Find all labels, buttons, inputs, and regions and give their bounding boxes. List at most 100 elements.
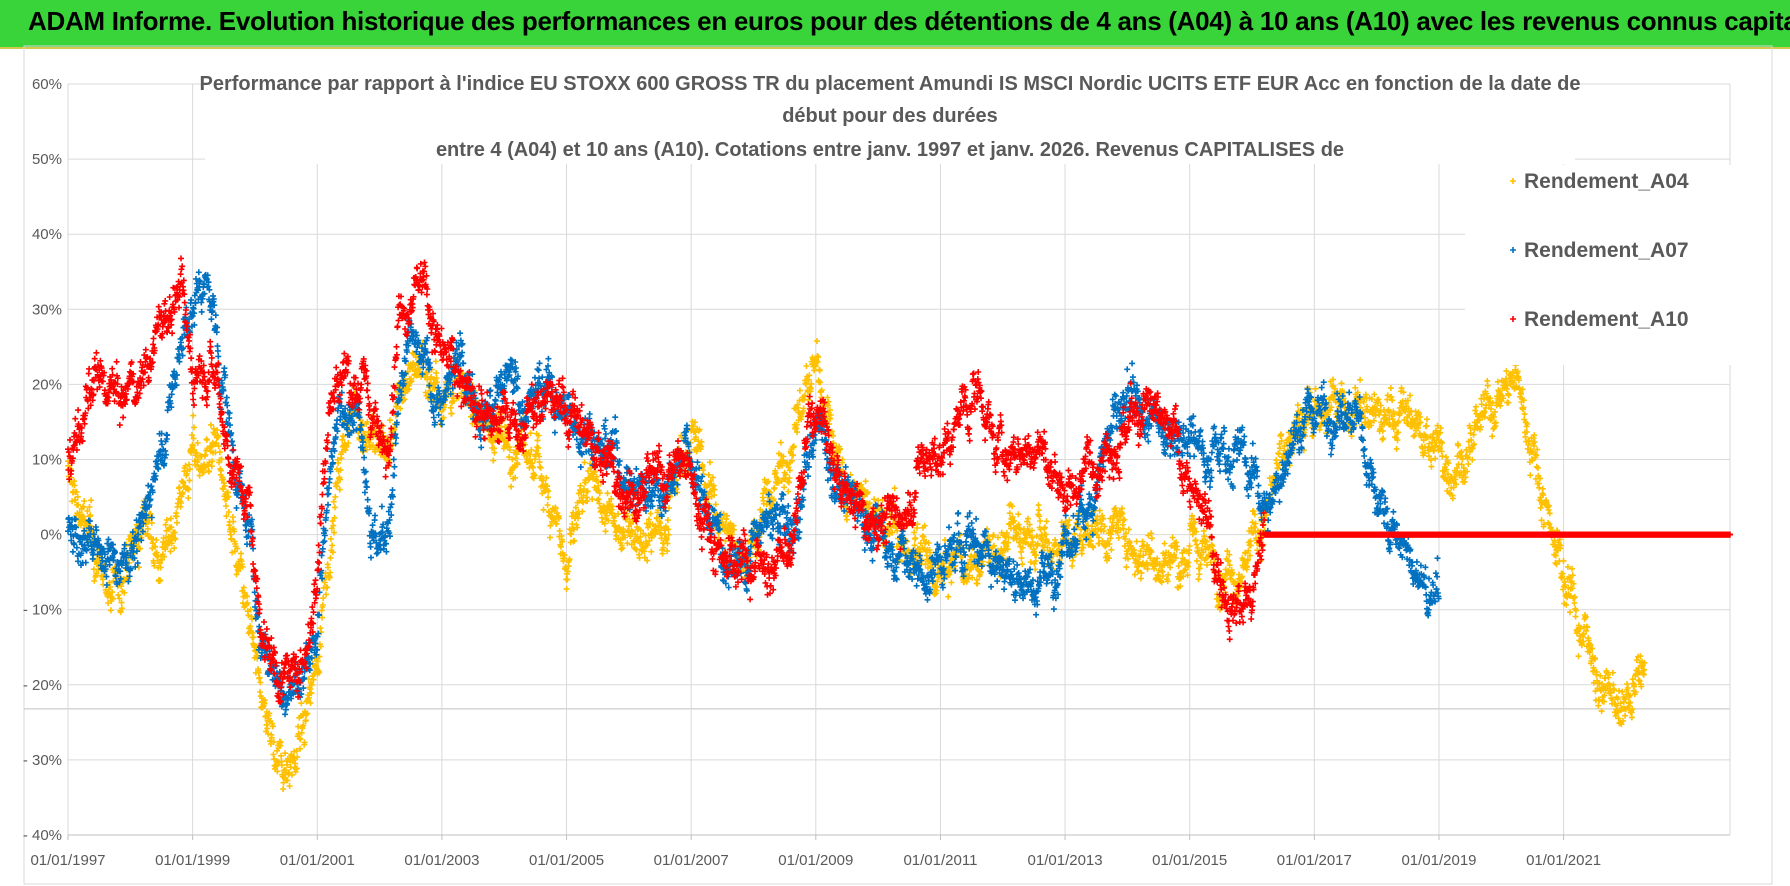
data-point xyxy=(594,497,601,504)
data-point xyxy=(1037,518,1044,524)
x-tick-label: 01/01/2007 xyxy=(654,852,729,869)
data-point xyxy=(1312,385,1319,392)
data-point xyxy=(87,512,94,519)
data-point xyxy=(578,489,585,496)
data-point xyxy=(171,529,178,536)
y-tick-label: 40% xyxy=(32,226,62,243)
data-point xyxy=(408,378,415,385)
data-point xyxy=(448,410,455,417)
data-point xyxy=(508,483,515,490)
x-tick-label: 01/01/2003 xyxy=(404,852,479,869)
data-point xyxy=(1393,445,1400,452)
data-point xyxy=(1546,510,1553,517)
plot-area-border xyxy=(23,45,1773,885)
data-point xyxy=(335,459,342,466)
data-point xyxy=(336,486,343,493)
data-point xyxy=(558,543,564,550)
data-point xyxy=(223,394,230,401)
data-point xyxy=(627,533,634,540)
data-point xyxy=(512,455,519,462)
data-point xyxy=(116,595,123,602)
data-point xyxy=(294,754,301,761)
data-point xyxy=(220,486,227,493)
data-point xyxy=(1395,429,1402,436)
data-point xyxy=(638,539,645,546)
data-point xyxy=(162,546,169,553)
data-point xyxy=(527,430,534,437)
data-point xyxy=(107,607,114,614)
data-point xyxy=(215,433,222,440)
data-point xyxy=(185,486,192,493)
data-point xyxy=(440,414,447,421)
data-point xyxy=(565,563,572,570)
data-point xyxy=(297,736,304,743)
data-point xyxy=(109,589,116,596)
data-point xyxy=(208,316,215,323)
data-point xyxy=(157,564,164,571)
data-point xyxy=(192,462,199,469)
data-point xyxy=(81,498,88,504)
data-point xyxy=(664,540,671,547)
data-point xyxy=(1575,653,1582,660)
data-point xyxy=(317,625,324,632)
data-point xyxy=(1424,416,1430,423)
data-point xyxy=(182,462,189,469)
data-point xyxy=(240,584,247,591)
data-point xyxy=(1250,508,1257,515)
data-point xyxy=(594,478,600,484)
data-point xyxy=(218,456,225,463)
data-point xyxy=(387,417,393,424)
data-point xyxy=(552,505,559,512)
data-point xyxy=(210,425,217,432)
data-point xyxy=(270,723,276,730)
data-points xyxy=(65,255,1733,792)
data-point xyxy=(632,531,639,538)
data-point xyxy=(575,515,581,522)
data-point xyxy=(553,520,560,527)
data-point xyxy=(245,612,252,619)
data-point xyxy=(338,455,345,462)
data-point xyxy=(527,451,534,458)
data-point xyxy=(608,495,615,502)
data-point xyxy=(304,710,311,717)
data-point xyxy=(118,599,125,606)
data-point xyxy=(310,676,317,683)
data-point xyxy=(319,614,325,621)
y-tick-label: - 10% xyxy=(23,602,62,619)
data-point xyxy=(268,734,275,741)
data-point xyxy=(1115,534,1122,541)
data-point xyxy=(212,312,219,319)
x-tick-label: 01/01/1997 xyxy=(30,852,105,869)
data-point xyxy=(843,516,850,523)
data-point xyxy=(325,564,331,571)
data-point xyxy=(611,513,618,520)
data-point xyxy=(649,521,656,528)
data-point xyxy=(321,538,328,545)
data-point xyxy=(74,493,81,500)
data-point xyxy=(1139,538,1146,545)
data-point xyxy=(544,502,551,508)
data-point xyxy=(582,479,589,486)
data-point xyxy=(1539,485,1546,492)
data-point xyxy=(577,482,584,489)
data-point xyxy=(314,658,321,665)
data-point xyxy=(316,669,323,676)
data-point xyxy=(257,679,264,686)
data-point xyxy=(239,563,246,570)
data-point xyxy=(278,762,285,769)
data-point xyxy=(1584,624,1591,631)
data-point xyxy=(186,477,193,484)
data-point xyxy=(631,539,638,546)
data-point xyxy=(1537,504,1544,511)
data-point xyxy=(218,467,225,474)
data-point xyxy=(945,593,952,600)
data-point xyxy=(1078,550,1085,557)
data-point xyxy=(1193,541,1200,548)
data-point xyxy=(331,514,338,521)
data-point xyxy=(284,777,291,784)
data-point xyxy=(491,449,498,456)
data-point xyxy=(88,497,95,504)
data-point xyxy=(250,634,257,641)
data-point xyxy=(566,556,573,563)
